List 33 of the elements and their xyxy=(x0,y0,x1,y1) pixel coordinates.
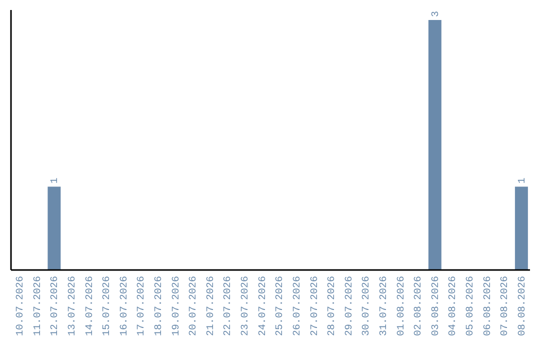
x-tick-label: 01.08.2026 xyxy=(396,276,408,336)
x-tick-label: 25.07.2026 xyxy=(275,276,286,336)
x-tick-label: 21.07.2026 xyxy=(206,276,217,336)
x-tick-label: 18.07.2026 xyxy=(154,276,166,336)
x-tick-label: 12.07.2026 xyxy=(50,276,62,336)
x-tick-label: 22.07.2026 xyxy=(223,276,234,336)
x-tick-label: 15.07.2026 xyxy=(102,276,114,336)
data-label: 1 xyxy=(50,178,62,184)
x-tick-label: 08.08.2026 xyxy=(517,276,528,336)
data-label: 3 xyxy=(430,10,442,17)
x-tick-label: 05.08.2026 xyxy=(466,276,477,336)
x-tick-label: 23.07.2026 xyxy=(240,276,252,336)
x-tick-label: 04.08.2026 xyxy=(448,276,460,336)
x-tick-label: 30.07.2026 xyxy=(362,276,373,336)
x-tick-label: 31.07.2026 xyxy=(378,276,390,336)
x-tick-label: 02.08.2026 xyxy=(414,276,425,336)
x-tick-label: 14.07.2026 xyxy=(84,276,96,336)
x-tick-label: 29.07.2026 xyxy=(344,276,356,336)
x-tick-label: 17.07.2026 xyxy=(136,276,148,336)
x-tick-label: 06.08.2026 xyxy=(482,276,494,336)
x-tick-label: 13.07.2026 xyxy=(67,276,78,336)
x-tick-label: 20.07.2026 xyxy=(188,276,200,336)
data-label: 1 xyxy=(517,178,528,184)
x-tick-label: 11.07.2026 xyxy=(32,276,44,336)
x-tick-label: 10.07.2026 xyxy=(16,276,27,336)
x-tick-label: 27.07.2026 xyxy=(310,276,321,336)
x-tick-label: 07.08.2026 xyxy=(500,276,512,336)
x-tick-label: 19.07.2026 xyxy=(171,276,182,336)
x-tick-label: 24.07.2026 xyxy=(258,276,269,336)
x-tick-label: 03.08.2026 xyxy=(430,276,442,336)
x-tick-label: 16.07.2026 xyxy=(119,276,130,336)
x-tick-label: 28.07.2026 xyxy=(327,276,338,336)
x-tick-label: 26.07.2026 xyxy=(292,276,304,336)
